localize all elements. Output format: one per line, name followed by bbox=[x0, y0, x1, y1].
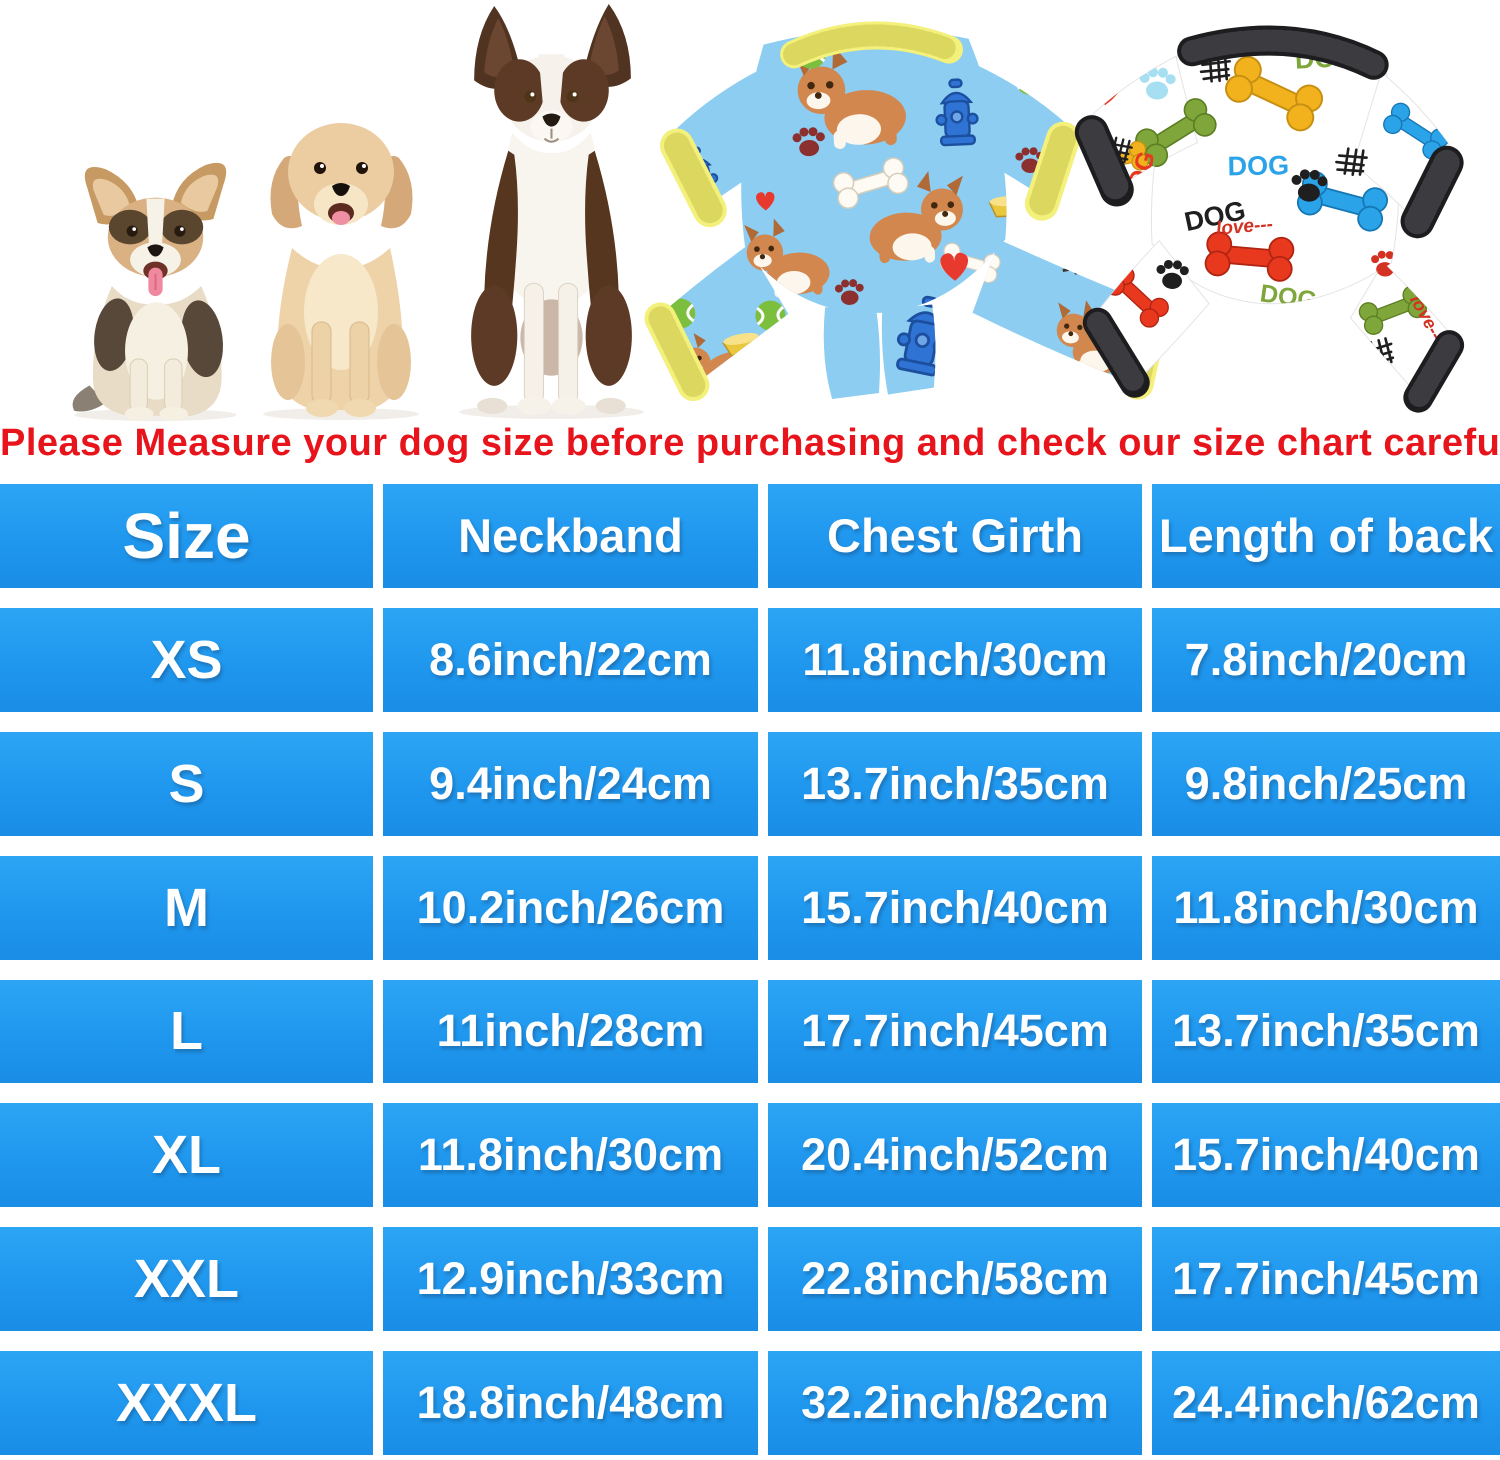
size-cell-m: M bbox=[0, 855, 373, 960]
white-bone-pajama-photo: DOG DOG DOG DOG DOG love--- love--- love… bbox=[1074, 25, 1465, 413]
neckband-cell-xs: 8.6inch/22cm bbox=[383, 607, 758, 712]
size-chart-table: Size Neckband Chest Girth Length of back… bbox=[0, 484, 1500, 1455]
blue-corgi-pajama-photo: WOOF -WOO bbox=[644, 21, 1171, 402]
neckband-cell-xxl: 12.9inch/33cm bbox=[383, 1227, 758, 1332]
size-cell-xl: XL bbox=[0, 1103, 373, 1208]
chest-cell-xxxl: 32.2inch/82cm bbox=[768, 1351, 1142, 1455]
chest-cell-xl: 20.4inch/52cm bbox=[768, 1103, 1142, 1208]
size-cell-s: S bbox=[0, 731, 373, 836]
chest-cell-m: 15.7inch/40cm bbox=[768, 855, 1142, 960]
neckband-cell-s: 9.4inch/24cm bbox=[383, 731, 758, 836]
chest-cell-s: 13.7inch/35cm bbox=[768, 731, 1142, 836]
neckband-cell-m: 10.2inch/26cm bbox=[383, 855, 758, 960]
measure-notice: Please Measure your dog size before purc… bbox=[0, 422, 1500, 464]
hero-photos: WOOF -WOO bbox=[0, 0, 1500, 422]
back-cell-m: 11.8inch/30cm bbox=[1152, 855, 1500, 960]
column-header-neckband: Neckband bbox=[383, 484, 758, 588]
black-trim bbox=[1074, 25, 1465, 413]
column-header-chest-girth: Chest Girth bbox=[768, 484, 1142, 588]
back-cell-l: 13.7inch/35cm bbox=[1152, 979, 1500, 1084]
chest-cell-xxl: 22.8inch/58cm bbox=[768, 1227, 1142, 1332]
back-cell-s: 9.8inch/25cm bbox=[1152, 731, 1500, 836]
chest-cell-xs: 11.8inch/30cm bbox=[768, 607, 1142, 712]
neckband-cell-l: 11inch/28cm bbox=[383, 979, 758, 1084]
love-script-text: love--- bbox=[1215, 214, 1274, 240]
size-cell-l: L bbox=[0, 979, 373, 1084]
size-cell-xxxl: XXXL bbox=[0, 1351, 373, 1455]
chest-cell-l: 17.7inch/45cm bbox=[768, 979, 1142, 1084]
border-collie-puppy-photo bbox=[459, 4, 644, 419]
dog-label-text: DOG bbox=[1227, 150, 1289, 181]
golden-retriever-puppy-photo bbox=[263, 123, 419, 420]
corgi-puppy-photo bbox=[72, 162, 237, 421]
neckband-cell-xl: 11.8inch/30cm bbox=[383, 1103, 758, 1208]
back-cell-xxl: 17.7inch/45cm bbox=[1152, 1227, 1500, 1332]
back-cell-xl: 15.7inch/40cm bbox=[1152, 1103, 1500, 1208]
back-cell-xs: 7.8inch/20cm bbox=[1152, 607, 1500, 712]
back-cell-xxxl: 24.4inch/62cm bbox=[1152, 1351, 1500, 1455]
size-cell-xs: XS bbox=[0, 607, 373, 712]
neckband-cell-xxxl: 18.8inch/48cm bbox=[383, 1351, 758, 1455]
size-cell-xxl: XXL bbox=[0, 1227, 373, 1332]
column-header-size: Size bbox=[0, 484, 373, 588]
column-header-length-of-back: Length of back bbox=[1152, 484, 1500, 588]
